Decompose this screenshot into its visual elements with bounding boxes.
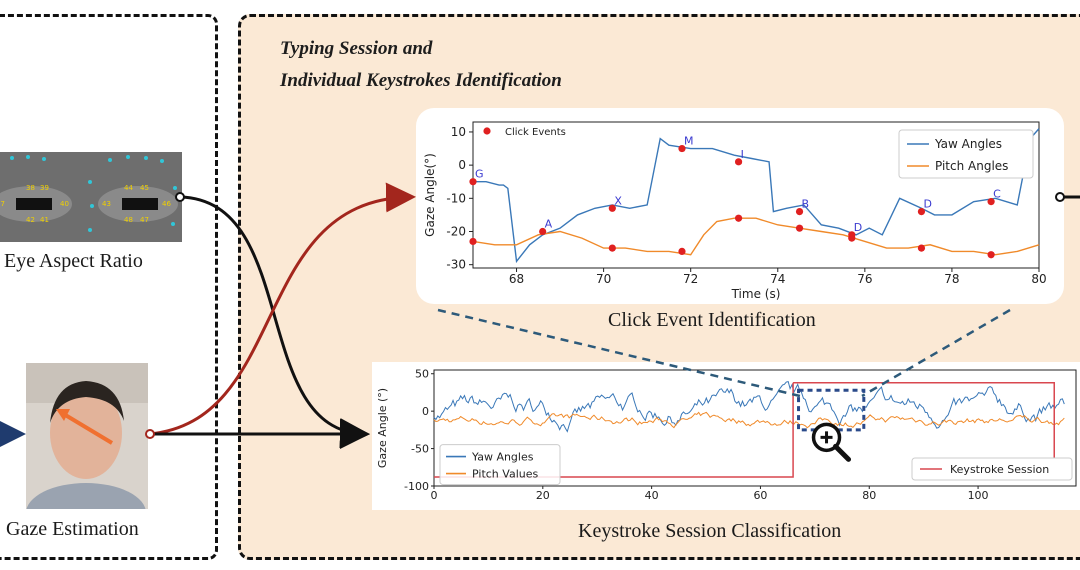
click-event-point	[917, 207, 926, 216]
series-line-yaw	[433, 381, 1065, 433]
x-axis-label: Time (s)	[731, 287, 781, 301]
click-event-point	[469, 237, 477, 246]
eye-label-40: 40	[60, 200, 69, 208]
x-tick-label: 70	[596, 272, 611, 286]
x-tick-label: 78	[944, 272, 959, 286]
series-line-pitch	[433, 411, 1065, 429]
x-tick-label: 60	[753, 489, 767, 502]
key-label: I	[741, 148, 744, 161]
key-label: D	[923, 198, 931, 211]
eye-label-38: 38	[26, 184, 35, 192]
keystroke-legend-box	[911, 457, 1073, 481]
click-event-point	[678, 247, 686, 256]
click-event-caption: Click Event Identification	[608, 309, 816, 331]
eye-label-42: 42	[26, 216, 35, 224]
click-event-point	[917, 244, 926, 252]
panel-title-line2: Individual Keystrokes Identification	[280, 70, 562, 91]
y-tick-label: 10	[451, 125, 466, 139]
click-event-point	[608, 204, 616, 212]
y-tick-label: 50	[415, 368, 429, 381]
keystroke-session-chart: 0 20 40 60 80 100 50 0 -50 -100 Gaze Angle (°) Yaw …	[376, 368, 1077, 502]
y-tick-label: 0	[422, 405, 429, 418]
legend-click-label: Click Events	[505, 127, 566, 138]
eye-label-45: 45	[140, 184, 149, 192]
y-tick-label: 0	[458, 158, 466, 172]
click-event-point	[987, 251, 995, 259]
eye-label-47: 47	[140, 216, 149, 224]
eye-label-43: 43	[102, 200, 111, 208]
eye-label-39: 39	[40, 184, 49, 192]
key-label: B	[802, 198, 810, 211]
y-tick-label: -30	[446, 258, 466, 272]
key-label: C	[993, 188, 1001, 201]
gaze-face-image	[26, 363, 148, 509]
series-line-pitch	[472, 217, 1040, 256]
x-tick-label: 72	[683, 272, 698, 286]
legend-label: Yaw Angles	[934, 137, 1002, 151]
y-tick-label: -20	[446, 225, 466, 239]
click-event-point	[539, 227, 547, 236]
x-tick-label: 80	[1031, 272, 1046, 286]
y-tick-label: -10	[446, 191, 466, 205]
eye-aspect-ratio-caption: Eye Aspect Ratio	[4, 250, 143, 272]
panel-title-line1: Typing Session and	[280, 38, 433, 59]
legend-label: Yaw Angles	[471, 451, 534, 464]
keystroke-session-caption: Keystroke Session Classification	[578, 520, 842, 542]
series-line-yaw	[473, 128, 1040, 264]
x-tick-label: 68	[509, 272, 524, 286]
eye-landmark-image: 38 39 37 40 42 41 44 45 43 46 48 47	[0, 152, 182, 242]
legend-box	[898, 129, 1034, 179]
magnifier-handle	[833, 443, 852, 462]
x-tick-label: 76	[857, 272, 872, 286]
x-tick-label: 80	[862, 489, 876, 502]
legend-label: Keystroke Session	[950, 463, 1049, 476]
click-event-point	[795, 224, 804, 232]
key-label: X	[614, 194, 622, 207]
key-label: D	[854, 221, 862, 234]
y-axis-label: Gaze Angle (°)	[376, 388, 389, 468]
click-event-point	[734, 214, 743, 222]
key-label: G	[475, 168, 484, 181]
x-tick-label: 40	[645, 489, 659, 502]
plot-frame	[472, 121, 1040, 269]
click-event-point	[678, 144, 686, 153]
eye-label-46: 46	[162, 200, 171, 208]
legend-label: Pitch Angles	[935, 159, 1008, 173]
legend-click-marker	[483, 127, 491, 135]
eye-label-48: 48	[124, 216, 133, 224]
click-event-point	[987, 198, 995, 206]
x-tick-label: 20	[536, 489, 550, 502]
eye-label-41: 41	[40, 216, 49, 224]
eye-label-44: 44	[124, 184, 133, 192]
legend-box	[439, 444, 561, 486]
click-event-chart: 68 70 72 74 76 78 80 10 0 -10 -20 -30 Time (s) Gaze A…	[423, 121, 1047, 301]
click-event-point	[795, 207, 804, 216]
y-tick-label: -50	[411, 443, 429, 456]
legend-label: Pitch Values	[472, 468, 538, 481]
key-label: A	[545, 218, 553, 231]
y-axis-label: Gaze Angle(°)	[423, 153, 437, 237]
gaze-estimation-caption: Gaze Estimation	[6, 518, 139, 540]
eye-label-37: 37	[0, 200, 5, 208]
x-tick-label: 0	[431, 489, 438, 502]
y-tick-label: -100	[404, 480, 429, 493]
click-event-point	[608, 244, 616, 252]
x-tick-label: 74	[770, 272, 785, 286]
click-event-point	[848, 234, 856, 242]
x-tick-label: 100	[968, 489, 989, 502]
key-label: M	[684, 135, 694, 148]
click-event-point	[469, 178, 477, 186]
click-event-point	[734, 158, 743, 166]
